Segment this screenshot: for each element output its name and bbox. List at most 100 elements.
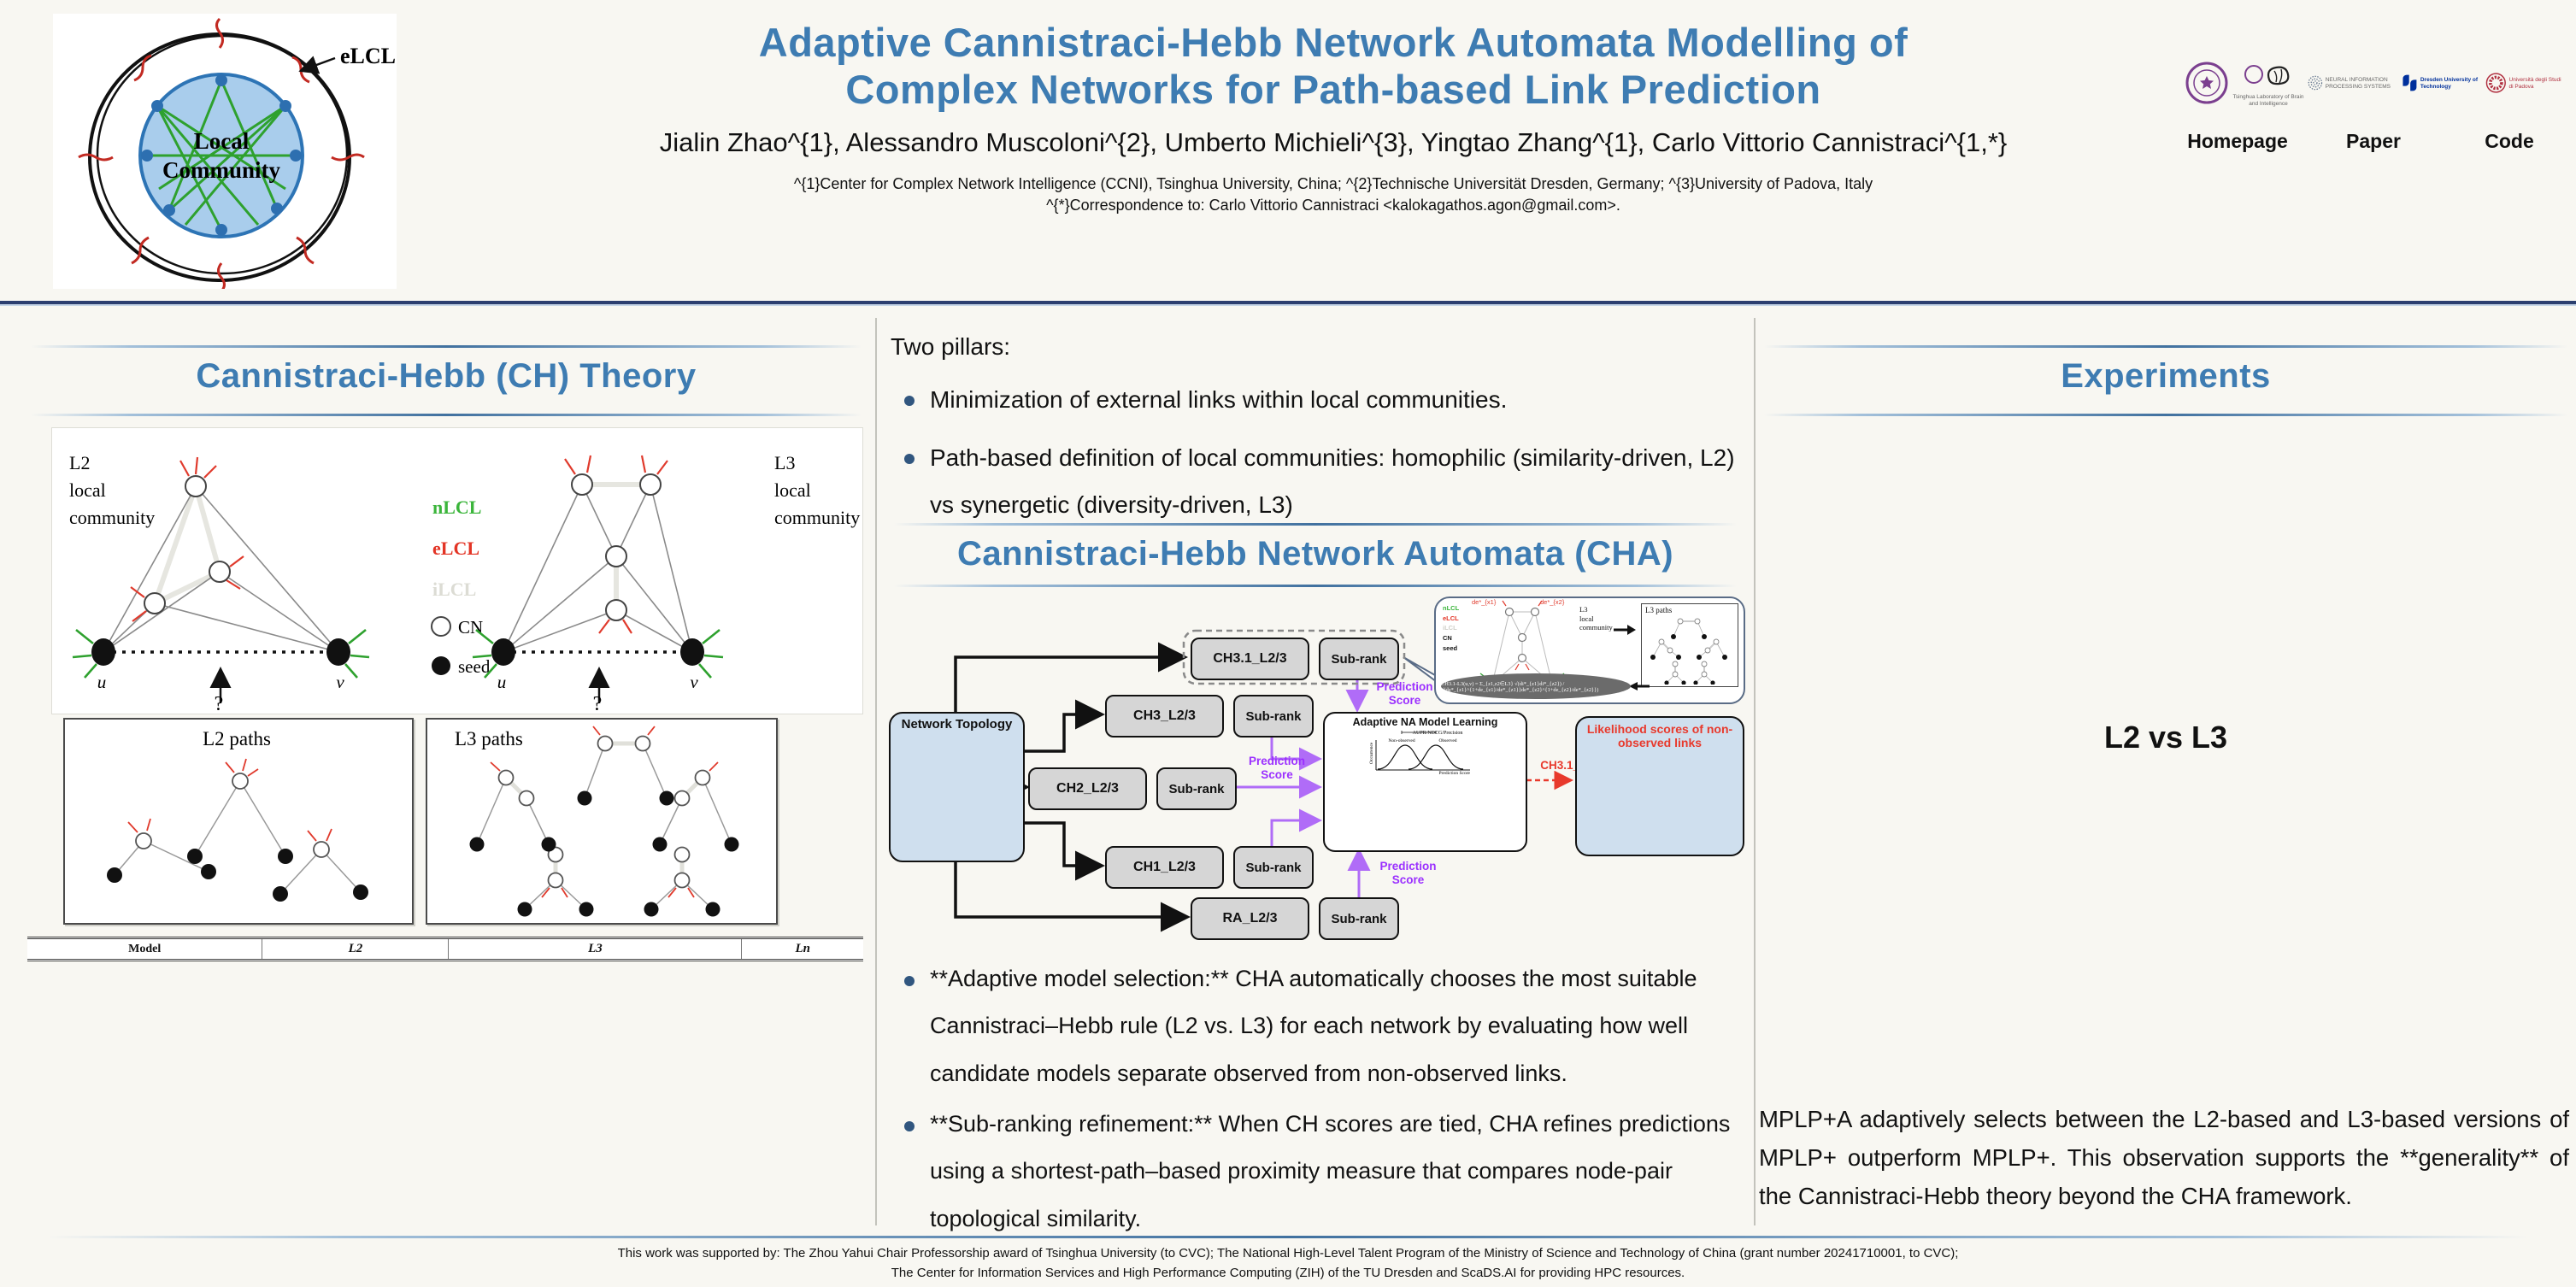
gauss-top-label: AUPR/NDCG/Precision — [1413, 731, 1463, 736]
cha-bullet-1: **Adaptive model selection:** CHA automa… — [891, 955, 1747, 1097]
formula-table: Model L2 L3 Ln — [27, 937, 863, 961]
callout-l3-paths-box: L3 paths — [1641, 603, 1738, 687]
l2-label-1: L2 — [69, 452, 90, 473]
rule — [31, 414, 862, 416]
logo-text-local: Local — [194, 128, 250, 154]
cha-diagram-arrows — [954, 629, 1573, 932]
model-box-ra: RA_L2/3 — [1191, 897, 1309, 940]
column-divider-right — [1754, 318, 1756, 1225]
community-network — [141, 74, 302, 236]
l2-vs-l3-caption: L2 vs L3 — [2103, 720, 2228, 755]
l2-label-2: local — [69, 479, 106, 501]
gauss-right-label: Observed — [1438, 738, 1456, 743]
l3-label-3: community — [774, 507, 860, 528]
cha-diagram: Network Topology CH3.1_L2/3 Sub-rank CH3… — [887, 596, 1747, 945]
qr-homepage: Homepage — [2181, 121, 2294, 153]
brain-lab-label: Tsinghua Laboratory of Brain and Intelli… — [2232, 94, 2304, 107]
cha-bullets: **Adaptive model selection:** CHA automa… — [891, 947, 1747, 1243]
authors: Jialin Zhao^{1}, Alessandro Muscoloni^{2… — [659, 126, 2008, 157]
subrank-box-ch3: Sub-rank — [1233, 695, 1314, 738]
prediction-score-label-2: Prediction Score — [1248, 755, 1305, 782]
l3-label-2: local — [774, 479, 811, 501]
padova-label: Università degli Studi di Padova — [2508, 77, 2561, 90]
header-divider — [0, 301, 2576, 304]
model-box-ch31: CH3.1_L2/3 — [1191, 638, 1309, 680]
callout-l3-paths-label: L3 paths — [1645, 606, 1673, 614]
callout-de2: de*_{x2} — [1540, 598, 1565, 606]
l3-paths-label: L3 paths — [455, 728, 523, 749]
l2-paths-label: L2 paths — [203, 728, 271, 749]
cha-heading: Cannistraci-Hebb Network Automata (CHA) — [956, 535, 1674, 573]
callout-legend-seed: seed — [1443, 644, 1458, 652]
pillar-item-2: Path-based definition of local communiti… — [891, 435, 1741, 528]
header-title-block: Adaptive Cannistraci-Hebb Network Automa… — [530, 19, 2137, 214]
theory-heading: Cannistraci-Hebb (CH) Theory — [196, 357, 697, 395]
question-mark-l3: ? — [593, 693, 603, 714]
rule — [31, 345, 862, 348]
atlas-small-mean-rank-chart — [1766, 759, 2159, 930]
institution-logos: Tsinghua Laboratory of Brain and Intelli… — [2185, 50, 2566, 116]
legend-cn: CN — [458, 617, 483, 638]
v-label: v — [336, 672, 344, 692]
question-mark-l2: ? — [215, 693, 224, 714]
likelihood-graph — [1583, 761, 1735, 849]
pillar-item-1: Minimization of external links within lo… — [891, 377, 1741, 424]
subrank-box-ra: Sub-rank — [1319, 897, 1399, 940]
two-pillars-block: Two pillars: Minimization of external li… — [891, 330, 1741, 528]
neurips-icon: NEURAL INFORMATION PROCESSING SYSTEMS — [2308, 68, 2402, 97]
subrank-box-ch1: Sub-rank — [1233, 846, 1314, 889]
adaptive-model-learning-box: Adaptive NA Model Learning AUPR/NDCG/Pre… — [1323, 712, 1527, 852]
network-topology-box: Network Topology — [889, 712, 1025, 862]
gauss-left-label: Non-observed — [1388, 738, 1414, 743]
legend-seed: seed — [458, 656, 491, 677]
figure-legend: nLCL eLCL iLCL CN seed — [431, 497, 491, 677]
v-label-l3: v — [690, 672, 698, 692]
score-distributions-sketch: AUPR/NDCG/Precision Non-observed Observe… — [1369, 731, 1471, 775]
rule — [1764, 345, 2567, 348]
callout-arrow-right — [1614, 625, 1636, 635]
two-pillars-lead: Two pillars: — [891, 333, 1011, 360]
brain-lab-icon: Tsinghua Laboratory of Brain and Intelli… — [2229, 59, 2308, 107]
likelihood-box: Likelihood scores of non-observed links — [1575, 716, 1744, 856]
rule — [894, 523, 1737, 526]
rule — [894, 585, 1737, 587]
qr-paper-label: Paper — [2346, 130, 2401, 152]
tu-dresden-label: Dresden University of Technology — [2420, 77, 2479, 90]
logo-text-community: Community — [162, 157, 281, 183]
legend-nlcl: nLCL — [432, 497, 481, 518]
l3-label-1: L3 — [774, 452, 795, 473]
l3-paths-box: L3 paths — [426, 718, 778, 925]
tu-dresden-icon: Dresden University of Technology — [2402, 72, 2485, 94]
poster-title-line1: Adaptive Cannistraci-Hebb Network Automa… — [758, 20, 1908, 65]
theory-figure: u v L2 local community nLCL eLCL iLCL CN… — [51, 427, 863, 930]
table-header-ln: Ln — [741, 937, 863, 961]
qr-codes: Homepage Paper Code — [2181, 121, 2566, 153]
subrank-box-ch31: Sub-rank — [1319, 638, 1399, 680]
subrank-box-ch2: Sub-rank — [1156, 767, 1237, 810]
network-topology-graph — [891, 732, 1020, 849]
rule — [1764, 414, 2567, 416]
legend-elcl: eLCL — [432, 538, 479, 559]
poster-title-line2: Complex Networks for Path-based Link Pre… — [845, 67, 1821, 113]
experiments-heading: Experiments — [2061, 357, 2271, 395]
callout-community-2: local — [1579, 614, 1594, 623]
l2-paths-box: L2 paths — [63, 718, 414, 925]
qr-code-label: Code — [2485, 130, 2534, 152]
elcl-community-logo: Local Community eLCL — [53, 14, 397, 292]
u-label: u — [97, 672, 107, 692]
aupr-chart — [1337, 777, 1518, 847]
qr-code: Code — [2453, 121, 2566, 153]
prediction-score-label-1: Prediction Score — [1376, 680, 1433, 708]
callout-legend-ilcl: iLCL — [1443, 624, 1457, 632]
footer-line-1: This work was supported by: The Zhou Yah… — [617, 1246, 1959, 1261]
callout-arrow-left — [1629, 682, 1650, 691]
qr-homepage-label: Homepage — [2187, 130, 2288, 152]
communities-diagram: u v L2 local community nLCL eLCL iLCL CN… — [51, 427, 863, 715]
gauss-xlabel: Prediction Score — [1438, 771, 1470, 775]
callout-community-1: L3 — [1579, 605, 1588, 614]
qr-paper: Paper — [2317, 121, 2430, 153]
table-header-l2: L2 — [262, 937, 449, 961]
model-box-ch2: CH2_L2/3 — [1028, 767, 1147, 810]
prediction-score-label-3: Prediction Score — [1379, 860, 1437, 887]
l3-community — [472, 455, 724, 703]
